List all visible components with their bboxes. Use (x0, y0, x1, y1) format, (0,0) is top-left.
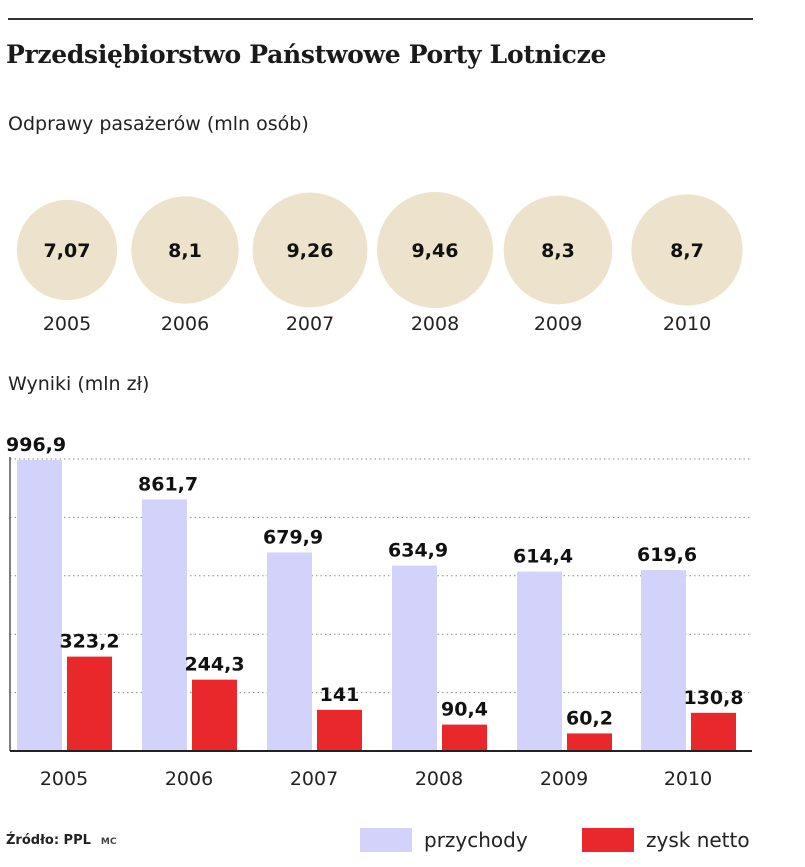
revenue-bar (267, 552, 312, 751)
revenue-value-label: 619,6 (637, 544, 697, 566)
source-text: Źródło: PPL (6, 833, 91, 848)
profit-bar (317, 709, 362, 751)
passenger-value-label: 9,26 (287, 240, 334, 262)
profit-bar (442, 724, 487, 751)
profit-value-label: 141 (320, 684, 360, 706)
passenger-year-label: 2006 (161, 313, 209, 335)
passenger-circle (16, 199, 118, 301)
passengers-chart-title: Odprawy pasażerów (mln osób) (8, 113, 309, 135)
author-initials: MC (100, 837, 117, 847)
results-chart-title: Wyniki (mln zł) (8, 373, 150, 395)
passenger-circle (503, 195, 613, 305)
passenger-value-label: 8,1 (168, 240, 202, 262)
top-rule (8, 18, 753, 20)
legend-revenue: przychody (360, 828, 528, 852)
page-title: Przedsiębiorstwo Państwowe Porty Lotnicz… (6, 40, 607, 69)
profit-value-label: 130,8 (683, 687, 743, 709)
passenger-value-label: 7,07 (44, 240, 91, 262)
bar-year-label: 2007 (290, 768, 338, 790)
profit-bar (567, 733, 612, 751)
bar-year-label: 2010 (664, 768, 712, 790)
revenue-value-label: 614,4 (513, 546, 573, 568)
revenue-bar (392, 565, 437, 751)
passenger-year-label: 2005 (43, 313, 91, 335)
passenger-year-label: 2010 (663, 313, 711, 335)
bar-year-label: 2006 (165, 768, 213, 790)
revenue-value-label: 861,7 (138, 473, 198, 495)
legend-label-profit: zysk netto (646, 828, 750, 852)
bar-year-label: 2009 (540, 768, 588, 790)
profit-bar (192, 679, 237, 751)
bar-year-label: 2008 (415, 768, 463, 790)
passenger-year-label: 2008 (411, 313, 459, 335)
revenue-bar (17, 459, 62, 751)
revenue-value-label: 679,9 (263, 526, 323, 548)
revenue-value-label: 996,9 (6, 434, 66, 456)
passenger-value-label: 8,3 (541, 240, 575, 262)
passenger-year-label: 2009 (534, 313, 582, 335)
source-note: Źródło: PPL MC (6, 833, 116, 848)
profit-value-label: 244,3 (184, 654, 244, 676)
revenue-bar (142, 499, 187, 751)
legend-swatch-revenue (360, 828, 412, 852)
legend-swatch-profit (582, 828, 634, 852)
profit-bar (691, 712, 736, 751)
passenger-circle (252, 192, 368, 308)
profit-value-label: 60,2 (566, 707, 613, 729)
legend-profit: zysk netto (582, 828, 750, 852)
passenger-value-label: 9,46 (412, 240, 459, 262)
passenger-value-label: 8,7 (670, 240, 704, 262)
passenger-circle (131, 196, 239, 304)
revenue-bar (641, 570, 686, 751)
passenger-circle (631, 194, 743, 306)
profit-value-label: 90,4 (441, 699, 488, 721)
revenue-value-label: 634,9 (388, 540, 448, 562)
profit-bar (67, 656, 112, 751)
passenger-circle (377, 192, 493, 308)
legend-label-revenue: przychody (424, 828, 528, 852)
bar-year-label: 2005 (40, 768, 88, 790)
passenger-year-label: 2007 (286, 313, 334, 335)
revenue-bar (517, 571, 562, 751)
profit-value-label: 323,2 (59, 631, 119, 653)
